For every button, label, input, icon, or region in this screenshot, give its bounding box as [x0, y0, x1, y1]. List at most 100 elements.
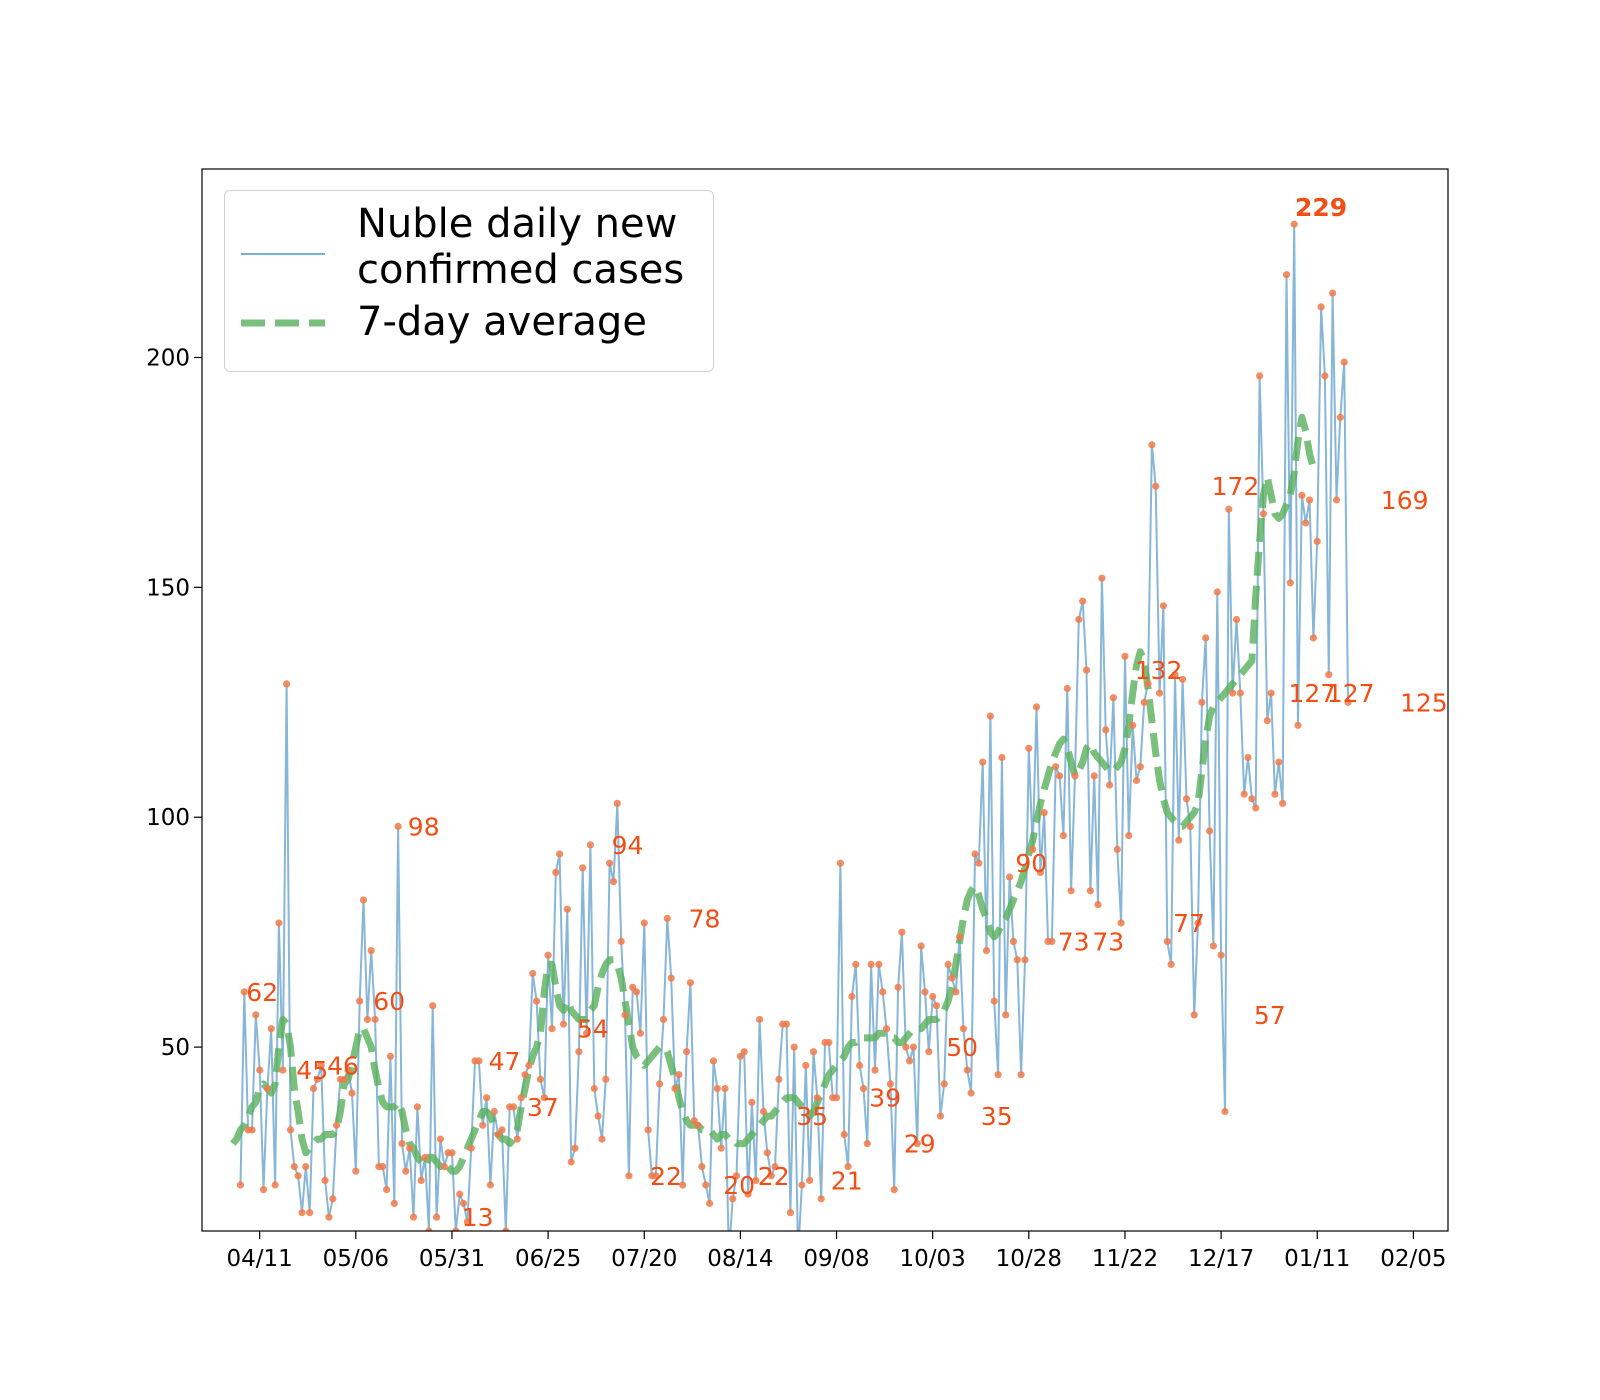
daily-case-point	[771, 1163, 779, 1171]
daily-case-point	[298, 1209, 306, 1217]
data-label: 57	[1254, 1001, 1286, 1030]
daily-case-point	[1113, 845, 1121, 854]
daily-case-point	[1244, 753, 1252, 762]
daily-case-point	[825, 1038, 833, 1047]
daily-case-point	[536, 1075, 545, 1083]
daily-case-point	[409, 1213, 418, 1221]
daily-case-point	[475, 1057, 483, 1065]
daily-case-point	[1021, 956, 1029, 964]
seven-day-average-line	[230, 413, 1320, 1175]
daily-case-point	[271, 1181, 279, 1189]
daily-case-point	[325, 1213, 333, 1221]
max-value-label: 229	[1295, 193, 1347, 222]
daily-case-point	[756, 1015, 764, 1024]
daily-case-point	[667, 974, 675, 982]
daily-case-point	[1117, 919, 1125, 927]
data-label: 77	[1173, 909, 1205, 938]
daily-case-point	[267, 1025, 275, 1033]
y-tick-label: 200	[146, 345, 190, 371]
daily-case-point	[640, 919, 648, 927]
daily-case-point	[452, 1227, 460, 1231]
daily-case-point	[1206, 827, 1214, 835]
daily-case-point	[840, 1130, 848, 1139]
x-tick-label: 10/28	[996, 1246, 1062, 1272]
data-label: 21	[831, 1166, 863, 1195]
daily-case-point	[817, 1195, 825, 1203]
daily-case-point	[1309, 634, 1317, 642]
data-label: 169	[1381, 486, 1429, 515]
daily-case-point	[540, 1094, 548, 1102]
daily-case-point	[575, 1048, 583, 1056]
daily-case-point	[1090, 772, 1098, 780]
daily-case-point	[1259, 510, 1267, 518]
daily-case-point	[1013, 956, 1021, 964]
daily-case-point	[363, 1015, 371, 1024]
daily-case-point	[479, 1121, 487, 1129]
legend-label-7day-average: 7-day average	[357, 299, 647, 345]
legend-swatch-daily-cases	[241, 253, 325, 255]
daily-case-point	[1106, 781, 1114, 789]
daily-case-point	[394, 822, 402, 831]
daily-case-point	[1140, 698, 1148, 706]
daily-case-point	[875, 960, 883, 969]
daily-case-point	[317, 1061, 325, 1070]
daily-case-point	[732, 1172, 741, 1180]
y-tick-label: 100	[146, 805, 190, 831]
daily-case-point	[283, 680, 291, 688]
legend-swatch-7day-average	[241, 319, 325, 327]
daily-case-point	[340, 1075, 348, 1083]
daily-case-point	[1017, 1071, 1025, 1079]
daily-case-point	[563, 905, 571, 913]
daily-case-point	[879, 988, 887, 996]
daily-case-point	[379, 1163, 387, 1171]
daily-case-point	[1229, 689, 1237, 697]
daily-case-point	[333, 1121, 341, 1129]
data-label: 47	[489, 1047, 521, 1076]
daily-case-point	[290, 1163, 298, 1171]
x-tick-label: 07/20	[611, 1246, 677, 1272]
x-tick-label: 04/11	[227, 1246, 293, 1272]
daily-case-point	[390, 1199, 398, 1207]
daily-case-point	[1036, 868, 1044, 877]
daily-case-point	[798, 1181, 806, 1189]
daily-case-point	[1302, 519, 1310, 527]
daily-case-point	[1209, 942, 1217, 950]
daily-case-point	[1148, 441, 1156, 449]
daily-case-point	[1286, 579, 1294, 587]
data-label: 60	[373, 987, 405, 1016]
daily-case-point	[594, 1112, 602, 1120]
data-label: 22	[758, 1162, 790, 1191]
daily-case-point	[1329, 289, 1337, 297]
daily-case-point	[1032, 703, 1041, 711]
daily-case-point	[1179, 675, 1187, 683]
daily-case-point	[795, 1250, 802, 1257]
daily-case-point	[975, 859, 983, 867]
daily-case-point	[1094, 901, 1102, 909]
data-label: 45	[296, 1056, 328, 1085]
daily-case-point	[490, 1107, 498, 1116]
daily-case-point	[644, 1126, 652, 1134]
data-label: 73	[1092, 927, 1124, 956]
daily-case-point	[329, 1195, 337, 1203]
daily-case-point	[848, 992, 856, 1001]
daily-case-point	[252, 1011, 260, 1019]
daily-case-point	[1332, 496, 1341, 504]
daily-case-point	[936, 1112, 945, 1120]
daily-case-point	[1325, 671, 1333, 679]
data-label: 127	[1289, 679, 1337, 708]
daily-case-point	[1006, 873, 1014, 881]
daily-case-point	[421, 1153, 429, 1161]
daily-case-point	[1313, 537, 1321, 546]
data-label: 35	[981, 1102, 1013, 1131]
daily-case-point	[786, 1209, 795, 1217]
daily-case-point	[706, 1199, 714, 1207]
daily-case-point	[1336, 413, 1344, 421]
daily-case-point	[859, 1084, 868, 1093]
daily-case-point	[502, 1227, 510, 1231]
data-label: 98	[408, 812, 440, 841]
daily-case-point	[571, 1144, 579, 1152]
daily-case-point	[1048, 937, 1056, 946]
data-label: 125	[1400, 688, 1448, 717]
daily-case-point	[832, 1094, 841, 1102]
data-label: 78	[689, 904, 721, 933]
